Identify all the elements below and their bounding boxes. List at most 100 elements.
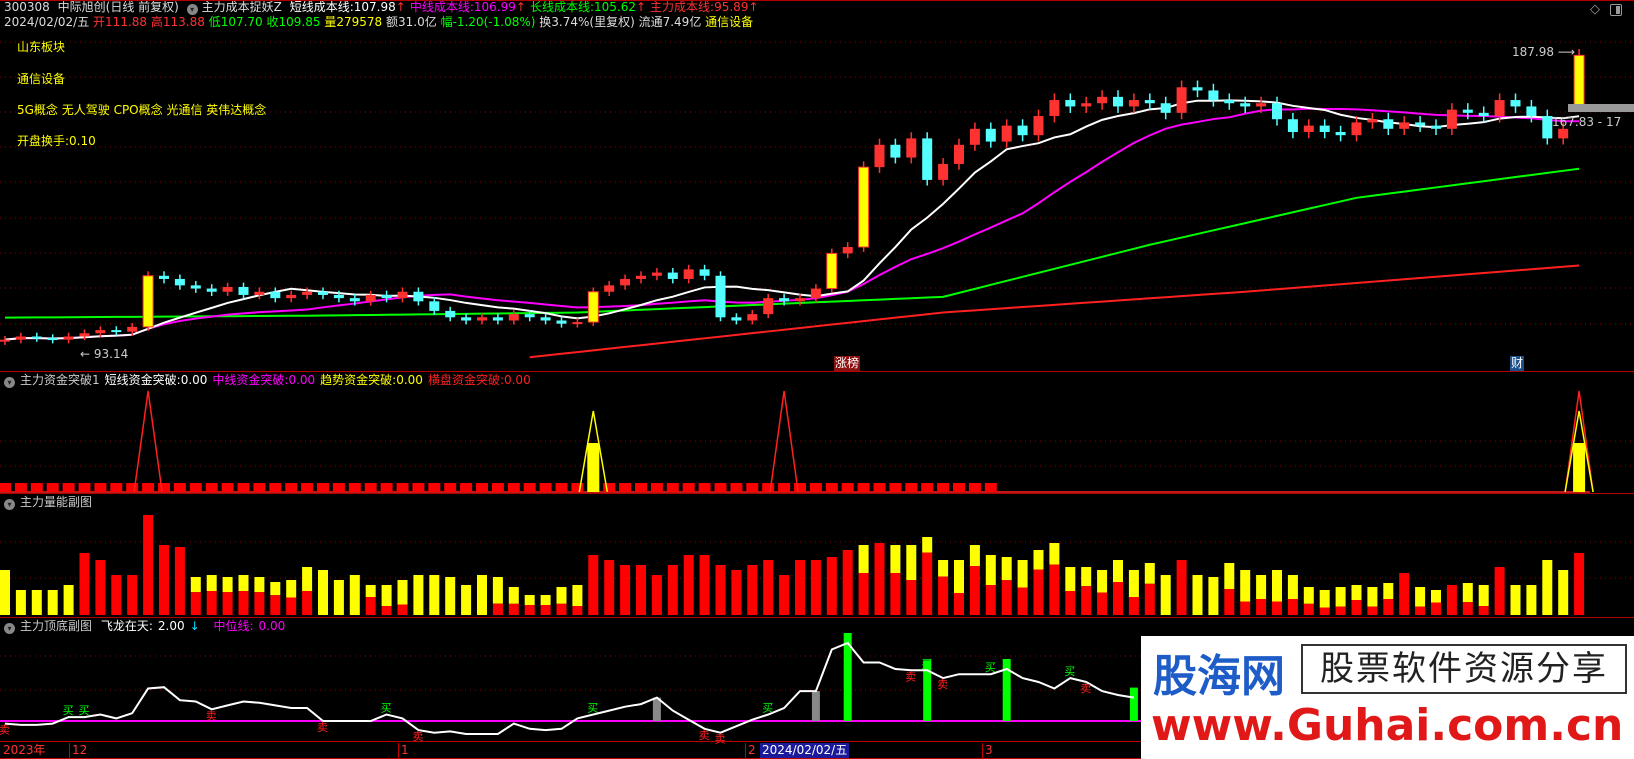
candle — [636, 275, 646, 279]
stock-name[interactable]: 中际旭创(日线 前复权) — [57, 0, 179, 14]
candle — [365, 294, 376, 302]
volume-bar-yellow — [333, 580, 344, 615]
candle — [540, 317, 551, 321]
volume-bar-yellow — [1383, 583, 1394, 599]
candle — [556, 320, 567, 324]
volume-bar-red — [238, 591, 249, 615]
candle — [47, 338, 58, 341]
panel-menu-icon[interactable]: ▾ — [4, 499, 15, 510]
signal-mark — [317, 483, 329, 492]
candle — [524, 314, 535, 318]
panel-title[interactable]: 主力顶底副图 — [20, 619, 93, 633]
volume-bar-red — [1081, 586, 1092, 615]
volume-bar-red — [636, 565, 646, 615]
red-signal-spike — [769, 390, 799, 493]
signal-mark — [682, 483, 695, 492]
legend-item: 短线资金突破:0.00 — [104, 373, 208, 387]
sell-signal-label: 卖 — [412, 730, 423, 743]
volume-bar-yellow — [1526, 585, 1537, 615]
volume-bar-red — [842, 550, 853, 615]
candle — [683, 269, 694, 279]
candle — [142, 275, 154, 328]
volume-bar-yellow — [1462, 583, 1473, 603]
panel-toggle-icon[interactable] — [1610, 4, 1622, 16]
panel-title[interactable]: 主力量能副图 — [20, 495, 93, 509]
indicator-name[interactable]: 主力成本捉妖Z — [201, 0, 282, 14]
candle — [906, 138, 917, 158]
volume-bar-red — [1415, 606, 1426, 615]
candle — [254, 291, 265, 295]
finance-badge[interactable]: 财 — [1510, 356, 1525, 371]
axis-label: 2023年 — [3, 743, 46, 757]
low-price-value: 93.14 — [93, 347, 129, 361]
sell-signal-label: 卖 — [206, 709, 217, 722]
candle — [1431, 125, 1441, 129]
indicator-menu-icon[interactable]: ▾ — [186, 4, 198, 15]
watermark-slogan: 股票软件资源分享 — [1301, 644, 1627, 694]
diamond-icon[interactable]: ◇ — [1590, 2, 1600, 17]
yellow-signal-spike — [578, 410, 609, 493]
candle — [795, 298, 805, 302]
panel-title[interactable]: 主力资金突破1 — [20, 373, 100, 387]
short-cost-line — [4, 99, 1580, 341]
signal-mark — [730, 483, 743, 492]
volume-bar-red — [985, 585, 996, 615]
axis-label: 12 — [69, 743, 87, 758]
volume-bar-red — [302, 591, 313, 615]
volume-bar-red — [1303, 603, 1314, 615]
red-signal-spike — [133, 390, 163, 493]
volume-bar-red — [1272, 601, 1282, 615]
volume-bar-yellow — [1367, 587, 1378, 607]
candle — [492, 317, 503, 321]
signal-mark — [348, 483, 361, 492]
grey-signal-bar — [652, 697, 661, 721]
high-price-label: 187.98 ⟶ — [1512, 45, 1575, 59]
candle — [1097, 96, 1108, 104]
volume-bar-red — [954, 593, 964, 615]
volume-bar-red — [572, 606, 583, 615]
limit-list-badge[interactable]: 涨榜 — [834, 356, 861, 371]
signal-mark — [968, 483, 981, 492]
candle — [111, 330, 122, 333]
signal-mark — [332, 483, 345, 492]
volume-bar-yellow — [954, 560, 964, 593]
signal-mark — [937, 483, 950, 492]
volume-bar-yellow — [1319, 590, 1330, 608]
volume-bar-yellow — [445, 577, 456, 615]
signal-mark — [221, 483, 234, 492]
volume-bar-yellow — [1017, 560, 1028, 588]
candle — [954, 144, 964, 164]
candle — [429, 301, 440, 311]
buy-signal-label: 买 — [921, 657, 932, 670]
volume-bar-yellow — [31, 590, 42, 615]
volume-bar-red — [79, 553, 90, 615]
candle — [985, 128, 996, 142]
volume-bar-yellow — [1081, 567, 1092, 587]
volume-bar-yellow — [429, 575, 440, 615]
green-signal-bar — [1002, 659, 1011, 721]
candle — [206, 288, 217, 292]
candle — [1065, 100, 1076, 107]
volume-bar-yellow — [985, 555, 996, 585]
quote-sector[interactable]: 通信设备 — [705, 15, 754, 29]
green-signal-bar — [923, 660, 932, 721]
volume-bar-yellow — [1192, 575, 1203, 615]
volume-bar-red — [556, 603, 567, 615]
signal-mark — [285, 483, 298, 492]
volume-bar-yellow — [1303, 587, 1314, 604]
candle — [302, 291, 313, 295]
volume-bar-yellow — [1033, 550, 1044, 570]
volume-bar-red — [1144, 583, 1155, 615]
volume-bar-yellow — [1208, 577, 1219, 615]
watermark: 股海网 股票软件资源分享 www.Guhai.com.cn — [1141, 636, 1634, 759]
panel-menu-icon[interactable]: ▾ — [4, 377, 15, 388]
volume-bar-red — [651, 575, 662, 615]
volume-bar-red — [1017, 587, 1028, 615]
candle — [477, 317, 487, 321]
candle — [333, 294, 344, 299]
volume-bar-yellow — [222, 577, 233, 593]
panel-menu-icon[interactable]: ▾ — [4, 623, 15, 634]
signal-mark — [380, 483, 393, 492]
volume-bar-yellow — [318, 570, 328, 615]
